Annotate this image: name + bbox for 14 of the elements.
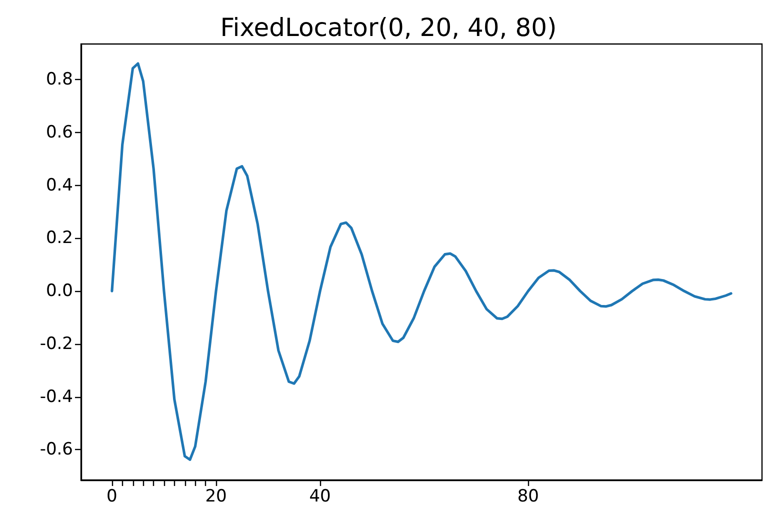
y-tick-label: 0.0 <box>46 281 73 302</box>
y-tick-label: -0.6 <box>40 440 73 460</box>
x-tick-label: 20 <box>205 486 227 506</box>
line-series <box>110 62 732 461</box>
x-tick-label: 40 <box>309 486 331 506</box>
y-tick-label: 0.6 <box>46 122 73 143</box>
y-tick-label: -0.4 <box>40 386 73 407</box>
y-tick-label: 0.2 <box>46 228 73 248</box>
y-tick-label: 0.4 <box>46 175 73 196</box>
y-tick-label: 0.8 <box>46 70 73 90</box>
x-tick-label: 80 <box>517 486 539 506</box>
chart-title: FixedLocator(0, 20, 40, 80) <box>220 13 557 42</box>
x-tick-label: 0 <box>106 486 118 506</box>
y-tick-label: -0.2 <box>40 334 73 354</box>
